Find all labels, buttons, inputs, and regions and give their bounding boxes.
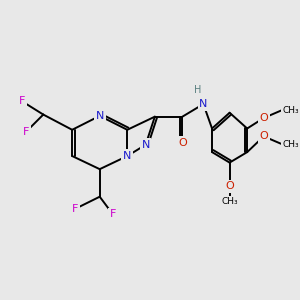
Text: CH₃: CH₃	[282, 106, 299, 115]
Text: O: O	[260, 113, 268, 123]
Text: CH₃: CH₃	[282, 140, 299, 149]
Text: O: O	[260, 131, 268, 141]
Text: F: F	[19, 97, 26, 106]
Text: F: F	[110, 209, 116, 219]
Text: O: O	[225, 181, 234, 191]
Text: N: N	[123, 151, 131, 161]
Text: F: F	[72, 204, 78, 214]
Text: H: H	[194, 85, 202, 95]
Text: N: N	[142, 140, 150, 150]
Text: F: F	[23, 127, 29, 136]
Text: N: N	[199, 99, 208, 109]
Text: CH₃: CH₃	[221, 197, 238, 206]
Text: N: N	[95, 111, 104, 121]
Text: O: O	[178, 138, 187, 148]
